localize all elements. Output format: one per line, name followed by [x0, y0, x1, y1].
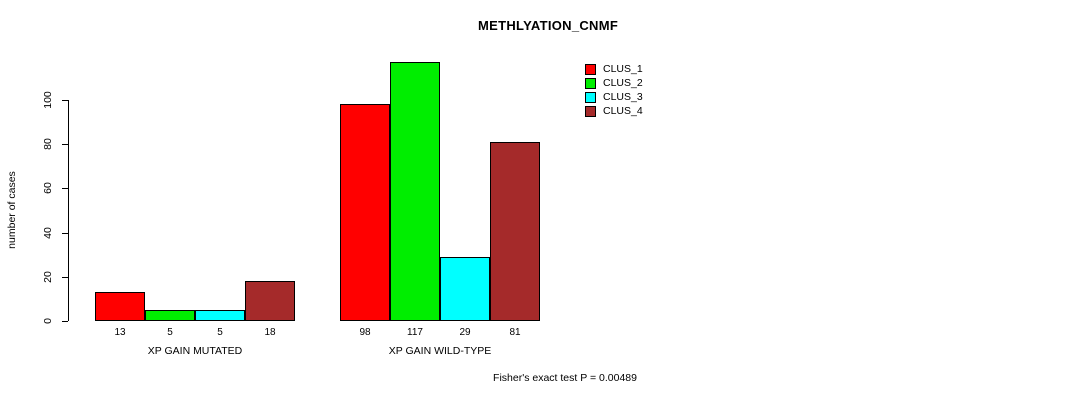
legend-item-label: CLUS_3 — [603, 90, 643, 103]
legend-swatch-icon — [585, 77, 596, 89]
y-axis-tick — [62, 144, 68, 146]
bar-count-label: 18 — [264, 327, 276, 338]
legend-item-label: CLUS_4 — [603, 104, 643, 117]
bar — [145, 309, 195, 321]
bar-count-label: 98 — [359, 327, 371, 338]
bar — [340, 104, 390, 321]
fisher-test-annotation: Fisher's exact test P = 0.00489 — [493, 372, 637, 384]
y-axis-tick — [62, 321, 68, 322]
y-axis-tick — [62, 100, 68, 101]
bar — [390, 62, 440, 321]
legend-swatch-icon — [585, 105, 596, 117]
legend-swatch-icon — [585, 63, 596, 75]
legend-swatch-icon — [585, 91, 596, 103]
group-label: XP GAIN WILD-TYPE — [388, 345, 492, 357]
legend-item: CLUS_3 — [585, 90, 643, 104]
bar — [195, 309, 245, 321]
group-label: XP GAIN MUTATED — [147, 345, 243, 357]
y-axis-tick — [62, 188, 68, 190]
y-axis-line — [68, 100, 69, 321]
bar — [440, 256, 490, 321]
bar — [95, 292, 145, 321]
bar-count-label: 117 — [407, 327, 423, 338]
bar-count-label: 5 — [217, 327, 223, 338]
bar-count-label: 5 — [167, 327, 173, 338]
y-axis-tick — [62, 232, 68, 234]
bar-count-label: 13 — [114, 327, 126, 338]
legend: CLUS_1 CLUS_2 CLUS_3 CLUS_4 — [585, 62, 643, 118]
bar — [490, 141, 540, 321]
chart-title: METHLYATION_CNMF — [478, 18, 619, 33]
legend-item-label: CLUS_1 — [603, 62, 643, 75]
bar-count-label: 29 — [459, 327, 471, 338]
legend-item-label: CLUS_2 — [603, 76, 643, 89]
legend-item: CLUS_2 — [585, 76, 643, 90]
legend-item: CLUS_1 — [585, 62, 643, 76]
y-axis-tick — [62, 276, 68, 278]
bar — [245, 281, 295, 321]
bar-count-label: 81 — [509, 327, 521, 338]
legend-item: CLUS_4 — [585, 104, 643, 118]
